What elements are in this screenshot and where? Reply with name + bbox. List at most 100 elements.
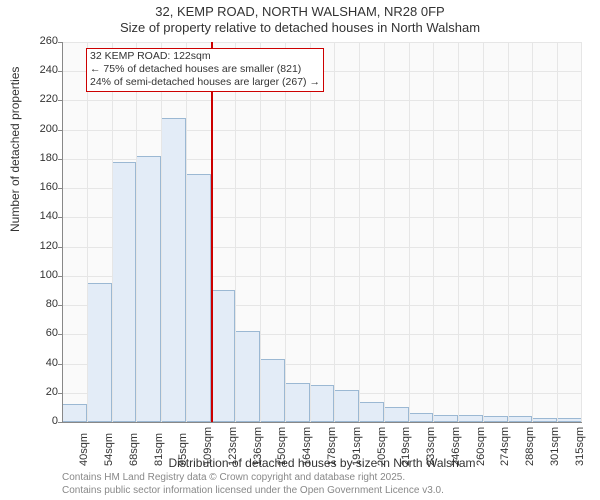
grid-line-v — [235, 42, 236, 422]
grid-line-v — [310, 42, 311, 422]
x-tick-label: 178sqm — [326, 427, 338, 466]
grid-line-v — [581, 42, 582, 422]
y-axis-line — [62, 42, 63, 422]
chart-title-line1: 32, KEMP ROAD, NORTH WALSHAM, NR28 0FP — [0, 4, 600, 19]
x-tick-label: 40sqm — [78, 433, 90, 466]
x-tick-label: 191sqm — [351, 427, 363, 466]
grid-line-v — [334, 42, 335, 422]
grid-line-v — [409, 42, 410, 422]
histogram-bar — [161, 118, 186, 422]
footer-attribution: Contains HM Land Registry data © Crown c… — [62, 472, 444, 497]
x-tick-label: 233sqm — [425, 427, 437, 466]
y-tick-label: 40 — [36, 357, 58, 369]
x-tick-label: 260sqm — [475, 427, 487, 466]
chart-container: 32, KEMP ROAD, NORTH WALSHAM, NR28 0FP S… — [0, 0, 600, 500]
y-tick-mark — [58, 217, 62, 218]
x-tick-label: 150sqm — [276, 427, 288, 466]
x-tick-label: 164sqm — [301, 427, 313, 466]
y-axis-label: Number of detached properties — [8, 67, 22, 232]
chart-title-line2: Size of property relative to detached ho… — [0, 20, 600, 35]
footer-line1: Contains HM Land Registry data © Crown c… — [62, 472, 444, 485]
x-tick-label: 301sqm — [549, 427, 561, 466]
y-tick-label: 180 — [36, 152, 58, 164]
grid-line-h — [62, 130, 582, 131]
x-tick-label: 246sqm — [450, 427, 462, 466]
annotation-line1: 32 KEMP ROAD: 122sqm — [90, 50, 320, 63]
grid-line-v — [508, 42, 509, 422]
grid-line-v — [136, 42, 137, 422]
grid-line-v — [112, 42, 113, 422]
histogram-bar — [112, 162, 137, 422]
grid-line-v — [458, 42, 459, 422]
y-tick-mark — [58, 305, 62, 306]
y-tick-mark — [58, 364, 62, 365]
grid-line-v — [433, 42, 434, 422]
histogram-bar — [384, 407, 409, 422]
grid-line-v — [359, 42, 360, 422]
y-tick-label: 160 — [36, 181, 58, 193]
histogram-bar — [285, 383, 310, 422]
y-tick-mark — [58, 130, 62, 131]
grid-line-v — [260, 42, 261, 422]
annotation-line3: 24% of semi-detached houses are larger (… — [90, 76, 320, 89]
y-tick-label: 140 — [36, 210, 58, 222]
y-tick-label: 20 — [36, 386, 58, 398]
chart-title-block: 32, KEMP ROAD, NORTH WALSHAM, NR28 0FP S… — [0, 4, 600, 35]
y-tick-mark — [58, 276, 62, 277]
property-marker-line — [211, 42, 213, 422]
grid-line-v — [483, 42, 484, 422]
grid-line-v — [557, 42, 558, 422]
histogram-bar — [87, 283, 112, 422]
y-tick-label: 240 — [36, 64, 58, 76]
x-tick-label: 123sqm — [227, 427, 239, 466]
x-tick-label: 81sqm — [153, 433, 165, 466]
x-tick-label: 54sqm — [103, 433, 115, 466]
grid-line-v — [87, 42, 88, 422]
x-tick-label: 219sqm — [400, 427, 412, 466]
x-tick-label: 274sqm — [499, 427, 511, 466]
histogram-bar — [433, 415, 458, 422]
grid-line-h — [62, 42, 582, 43]
y-tick-mark — [58, 100, 62, 101]
footer-line2: Contains public sector information licen… — [62, 485, 444, 498]
y-tick-mark — [58, 71, 62, 72]
x-tick-label: 68sqm — [128, 433, 140, 466]
annotation-line2: ← 75% of detached houses are smaller (82… — [90, 63, 320, 76]
x-tick-label: 109sqm — [202, 427, 214, 466]
histogram-bar — [62, 404, 87, 422]
histogram-bar — [136, 156, 161, 422]
x-axis-line — [62, 422, 582, 423]
histogram-bar — [186, 174, 211, 422]
y-tick-label: 120 — [36, 240, 58, 252]
grid-line-v — [161, 42, 162, 422]
y-tick-mark — [58, 188, 62, 189]
x-tick-label: 136sqm — [252, 427, 264, 466]
y-tick-label: 0 — [36, 415, 58, 427]
y-tick-label: 80 — [36, 298, 58, 310]
y-tick-mark — [58, 42, 62, 43]
x-tick-label: 288sqm — [524, 427, 536, 466]
annotation-box: 32 KEMP ROAD: 122sqm← 75% of detached ho… — [86, 48, 324, 92]
grid-line-v — [384, 42, 385, 422]
y-tick-label: 220 — [36, 93, 58, 105]
y-tick-label: 200 — [36, 123, 58, 135]
x-tick-label: 95sqm — [177, 433, 189, 466]
y-tick-mark — [58, 422, 62, 423]
histogram-bar — [310, 385, 335, 422]
histogram-bar — [235, 331, 260, 422]
plot-area: 32 KEMP ROAD: 122sqm← 75% of detached ho… — [62, 42, 582, 422]
grid-line-h — [62, 100, 582, 101]
histogram-bar — [334, 390, 359, 422]
x-tick-label: 315sqm — [574, 427, 586, 466]
y-tick-label: 60 — [36, 327, 58, 339]
grid-line-v — [532, 42, 533, 422]
y-tick-mark — [58, 159, 62, 160]
histogram-bar — [409, 413, 434, 422]
histogram-bar — [260, 359, 285, 422]
y-tick-label: 100 — [36, 269, 58, 281]
histogram-bar — [359, 402, 384, 422]
histogram-bar — [211, 290, 236, 422]
y-tick-mark — [58, 334, 62, 335]
grid-line-v — [186, 42, 187, 422]
x-tick-label: 205sqm — [376, 427, 388, 466]
